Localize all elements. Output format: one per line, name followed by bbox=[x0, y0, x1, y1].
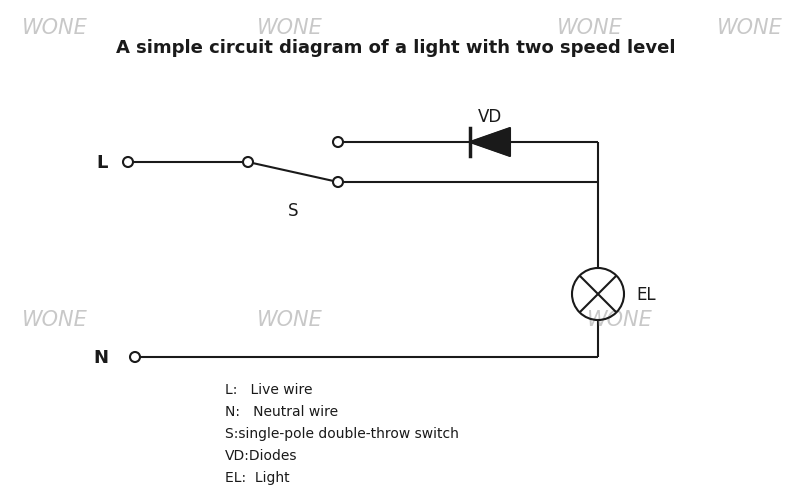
Text: WONE: WONE bbox=[257, 310, 323, 329]
Circle shape bbox=[130, 352, 140, 362]
Text: N:   Neutral wire: N: Neutral wire bbox=[225, 404, 338, 418]
Text: WONE: WONE bbox=[717, 18, 783, 38]
Polygon shape bbox=[470, 129, 510, 157]
Text: WONE: WONE bbox=[22, 18, 88, 38]
Text: WONE: WONE bbox=[257, 18, 323, 38]
Text: L: L bbox=[97, 154, 108, 172]
Text: WONE: WONE bbox=[587, 310, 653, 329]
Text: S:single-pole double-throw switch: S:single-pole double-throw switch bbox=[225, 426, 459, 440]
Text: N: N bbox=[93, 348, 108, 366]
Text: VD: VD bbox=[478, 108, 502, 126]
Text: WONE: WONE bbox=[557, 18, 623, 38]
Text: EL: EL bbox=[636, 286, 656, 304]
Circle shape bbox=[333, 178, 343, 188]
Text: WONE: WONE bbox=[22, 310, 88, 329]
Circle shape bbox=[243, 158, 253, 168]
Circle shape bbox=[333, 138, 343, 148]
Text: VD:Diodes: VD:Diodes bbox=[225, 448, 297, 462]
Text: L:   Live wire: L: Live wire bbox=[225, 382, 312, 396]
Text: S: S bbox=[288, 201, 298, 219]
Circle shape bbox=[123, 158, 133, 168]
Text: A simple circuit diagram of a light with two speed level: A simple circuit diagram of a light with… bbox=[117, 39, 676, 57]
Text: EL:  Light: EL: Light bbox=[225, 470, 289, 484]
